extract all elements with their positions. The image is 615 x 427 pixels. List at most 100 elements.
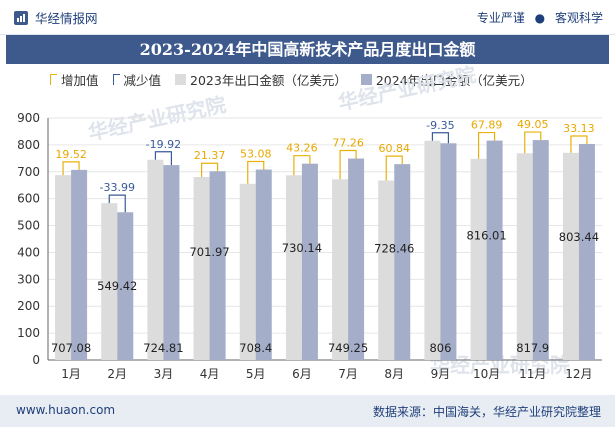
- increase-bracket: [339, 149, 357, 180]
- value-label-2024: 816.01: [466, 228, 506, 242]
- increase-bracket: [293, 155, 311, 176]
- x-tick-label: 1月: [61, 367, 81, 381]
- change-label: -19.92: [146, 138, 181, 151]
- bar-2024: [71, 169, 88, 360]
- change-label: -33.99: [100, 181, 135, 194]
- footer-url[interactable]: www.huaon.com: [16, 403, 116, 417]
- y-tick-label: 500: [17, 219, 40, 233]
- increase-bracket: [200, 162, 219, 177]
- change-label: 21.37: [194, 149, 226, 162]
- change-label: -9.35: [426, 119, 454, 132]
- bar-2023: [424, 140, 441, 360]
- bar-2023: [101, 203, 118, 360]
- chart-plot: 华经产业研究院华经产业研究院华经产业研究院0100200300400500600…: [17, 62, 602, 381]
- x-tick-label: 7月: [338, 367, 358, 381]
- increase-bracket: [247, 160, 265, 184]
- footer-source: 数据来源：中国海关，华经产业研究院整理: [372, 405, 601, 419]
- top-bar: 华经情报网 专业严谨 ● 客观科学: [0, 0, 615, 35]
- brand-name: 华经情报网: [35, 11, 98, 26]
- legend-label-2024: 2024年出口金额（亿美元）: [375, 72, 533, 88]
- change-label: 49.05: [517, 118, 549, 131]
- increase-bracket: [62, 161, 80, 176]
- chart-title: 2023-2024年中国高新技术产品月度出口金额: [6, 35, 609, 64]
- value-label-2024: 707.08: [51, 341, 91, 355]
- bar-2023: [285, 175, 302, 360]
- x-tick-label: 10月: [473, 367, 500, 381]
- x-tick-label: 3月: [154, 367, 174, 381]
- decrease-bracket: [154, 151, 173, 166]
- bar-2024: [301, 163, 318, 360]
- y-tick-label: 600: [17, 192, 40, 206]
- bar-2024: [255, 169, 272, 360]
- tag-separator-icon: ●: [534, 11, 546, 25]
- value-label-2024: 728.46: [374, 241, 414, 255]
- bar-2023: [470, 158, 487, 360]
- change-label: 43.26: [286, 142, 318, 155]
- value-label-2024: 708.4: [239, 341, 272, 355]
- value-label-2024: 803.44: [559, 230, 599, 244]
- y-tick-label: 300: [17, 272, 40, 286]
- bar-2024: [440, 143, 457, 360]
- value-label-2024: 730.14: [282, 241, 322, 255]
- bar-2024: [394, 164, 411, 360]
- legend-label-increase: 增加值: [61, 72, 99, 88]
- change-label: 33.13: [563, 122, 595, 135]
- y-tick-label: 0: [32, 353, 40, 367]
- bar-2023: [193, 176, 210, 360]
- x-tick-label: 4月: [200, 367, 220, 381]
- decrease-bracket-icon: [112, 73, 120, 85]
- value-label-2024: 817.9: [516, 341, 549, 355]
- value-label-2024: 549.42: [97, 279, 137, 293]
- increase-bracket: [477, 131, 496, 159]
- legend-swatch-2024: [360, 73, 372, 85]
- value-label-2024: 701.97: [189, 245, 229, 259]
- header-tags: 专业严谨 ● 客观科学: [477, 9, 603, 26]
- increase-bracket: [385, 155, 403, 181]
- logo-icon: [14, 10, 28, 25]
- bar-2024: [486, 140, 503, 360]
- brand[interactable]: 华经情报网: [14, 8, 98, 27]
- bar-2024: [163, 165, 180, 360]
- x-tick-label: 12月: [565, 367, 592, 381]
- change-label: 19.52: [55, 148, 87, 161]
- increase-bracket: [524, 131, 542, 154]
- tag-objective: 客观科学: [554, 11, 603, 25]
- bar-2023: [516, 153, 533, 360]
- x-tick-label: 2月: [107, 367, 127, 381]
- x-tick-label: 9月: [431, 367, 451, 381]
- bar-2023: [332, 179, 349, 360]
- watermark: 华经产业研究院: [336, 62, 478, 115]
- value-label-2024: 724.81: [143, 341, 183, 355]
- legend-swatch-2023: [175, 73, 187, 85]
- bar-2024: [578, 143, 595, 360]
- legend-item-2024: 2024年出口金额（亿美元）: [360, 70, 533, 89]
- bar-2023: [562, 152, 579, 360]
- legend-item-2023: 2023年出口金额（亿美元）: [175, 70, 347, 89]
- legend-label-2023: 2023年出口金额（亿美元）: [190, 72, 347, 88]
- decrease-bracket: [431, 132, 450, 144]
- y-tick-label: 700: [17, 165, 40, 179]
- change-label: 60.84: [379, 142, 411, 155]
- increase-bracket: [570, 135, 588, 153]
- x-tick-label: 11月: [519, 367, 546, 381]
- change-label: 53.08: [240, 148, 272, 161]
- bar-2023: [239, 183, 256, 360]
- tag-professional: 专业严谨: [476, 11, 525, 25]
- y-tick-label: 800: [17, 138, 40, 152]
- y-tick-label: 900: [17, 111, 40, 125]
- bar-2024: [209, 171, 226, 360]
- value-label-2024: 806: [429, 341, 451, 355]
- y-tick-label: 200: [17, 299, 40, 313]
- legend-item-increase: 增加值: [50, 70, 99, 89]
- increase-bracket-icon: [50, 73, 57, 85]
- bar-2023: [378, 180, 395, 360]
- y-tick-label: 100: [17, 326, 40, 340]
- chart-legend: 增加值 减少值 2023年出口金额（亿美元） 2024年出口金额（亿美元）: [50, 68, 547, 90]
- change-label: 67.89: [471, 119, 503, 132]
- x-tick-label: 6月: [292, 367, 312, 381]
- change-label: 77.26: [332, 137, 364, 150]
- legend-item-decrease: 减少值: [112, 70, 161, 89]
- bar-2024: [117, 212, 134, 360]
- y-tick-label: 400: [17, 245, 40, 259]
- bar-2024: [348, 158, 365, 360]
